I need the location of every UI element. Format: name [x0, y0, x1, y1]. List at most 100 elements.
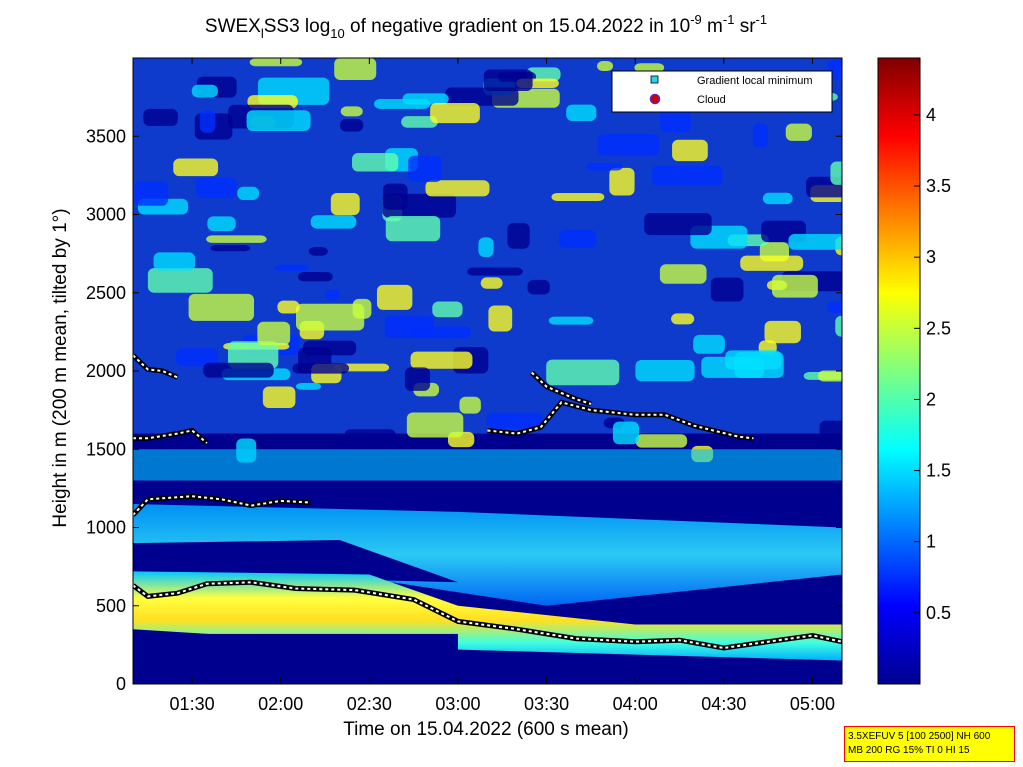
colorbar-tick-label: 3 [926, 247, 936, 267]
x-tick-label: 02:00 [258, 694, 303, 714]
heatmap-patch [609, 167, 635, 196]
heatmap-patch [701, 356, 765, 378]
layer-bottom-dark-right [457, 649, 842, 684]
x-tick-label: 04:30 [701, 694, 746, 714]
x-tick-label: 03:30 [524, 694, 569, 714]
heatmap-patch [819, 420, 842, 444]
legend-minimum-label: Gradient local minimum [697, 75, 813, 87]
heatmap [133, 58, 842, 684]
heatmap-patch [478, 237, 494, 258]
heatmap-patch [175, 348, 219, 367]
colorbar-tick-label: 3.5 [926, 176, 951, 196]
heatmap-patch [134, 181, 169, 206]
heatmap-patch [671, 313, 695, 325]
heatmap-patch [384, 315, 435, 339]
heatmap-patch [771, 274, 818, 298]
heatmap-patch [352, 152, 399, 172]
colorbar-ticks: 0.5 1 1.5 2 2.5 3 3.5 4 [914, 105, 951, 623]
y-tick-label: 1500 [86, 439, 126, 459]
heatmap-patch [740, 255, 804, 271]
heatmap-patch [401, 116, 438, 128]
colorbar-tick-label: 0.5 [926, 603, 951, 623]
heatmap-patch [612, 421, 639, 445]
minimum-line-marks [133, 581, 842, 650]
heatmap-patch [153, 252, 196, 271]
heatmap-patch [785, 123, 812, 141]
colorbar-tick-label: 4 [926, 105, 936, 125]
heatmap-patch [551, 193, 605, 202]
colorbar-tick-label: 2 [926, 389, 936, 409]
heatmap-patch [297, 272, 333, 282]
heatmap-patch [340, 106, 363, 117]
heatmap-patch [445, 87, 519, 106]
heatmap-patch [597, 133, 660, 156]
layer-mid [133, 504, 842, 606]
heatmap-patch [507, 222, 530, 249]
x-tick-label: 04:00 [613, 694, 658, 714]
heatmap-patch [246, 110, 311, 131]
heatmap-patch [308, 246, 328, 256]
heatmap-patch [292, 363, 350, 374]
y-tick-label: 1000 [86, 518, 126, 538]
heatmap-patch [344, 429, 396, 439]
heatmap-patch [262, 386, 296, 409]
heatmap-patch [425, 180, 490, 197]
heatmap-bands [133, 58, 842, 684]
y-tick-label: 3000 [86, 205, 126, 225]
y-tick-label: 500 [96, 596, 126, 616]
heatmap-patch [430, 102, 480, 124]
legend-cloud-marker [649, 93, 661, 105]
heatmap-patch [173, 158, 219, 177]
heatmap-patch [558, 229, 597, 248]
heatmap-patch [206, 235, 267, 243]
heatmap-patch [295, 382, 322, 390]
heatmap-patch [480, 277, 503, 289]
heatmap-patch [840, 65, 842, 73]
heatmap-patch [195, 177, 237, 199]
legend-box [611, 70, 833, 113]
heatmap-patch [325, 289, 341, 301]
heatmap-patch [634, 63, 665, 72]
legend-minimum-marker [650, 75, 659, 84]
heatmap-patch [548, 316, 594, 325]
heatmap-patch [274, 264, 309, 271]
heatmap-patch [339, 119, 364, 132]
heatmap-patch [408, 155, 442, 182]
heatmap-patch [210, 245, 251, 252]
heatmap-patch [659, 109, 692, 133]
heatmap-patch [817, 370, 842, 382]
heatmap-patch [566, 104, 597, 122]
heatmap-patch [644, 213, 712, 236]
minimum-line-marks [487, 401, 754, 440]
heatmap-patch [382, 193, 457, 218]
colorbar-tick-label: 1.5 [926, 461, 951, 481]
heatmap-patch [488, 305, 513, 332]
heatmap-patch [586, 162, 623, 171]
colorbar-tick-label: 2.5 [926, 318, 951, 338]
x-tick-label: 05:00 [790, 694, 835, 714]
info-line-2: MB 200 RG 15% TI 0 HI 15 [848, 745, 970, 756]
x-tick-label: 02:30 [347, 694, 392, 714]
legend-cloud-label: Cloud [697, 94, 726, 106]
x-axis-label: Time on 15.04.2022 (600 s mean) [343, 719, 629, 740]
heatmap-patch [432, 301, 463, 318]
heatmap-patch [635, 360, 695, 382]
legend: Gradient local minimum Cloud [611, 70, 833, 113]
layer-mid-top [133, 449, 842, 481]
heatmap-patch [404, 367, 431, 391]
heatmap-patch [406, 412, 464, 438]
heatmap-patch [835, 315, 842, 337]
heatmap-patch [486, 412, 543, 429]
heatmap-patch [188, 293, 255, 321]
heatmap-patch [635, 434, 688, 448]
heatmap-patch [143, 108, 178, 126]
colorbar-tick-label: 1 [926, 532, 936, 552]
y-tick-label: 2000 [86, 361, 126, 381]
heatmap-patch [651, 165, 723, 186]
heatmap-patch [385, 215, 441, 242]
heatmap-patch [237, 186, 260, 200]
x-tick-label: 01:30 [170, 694, 215, 714]
y-tick-label: 2500 [86, 283, 126, 303]
info-box: 3.5XEFUV 5 [100 2500] NH 600 MB 200 RG 1… [844, 726, 1015, 762]
